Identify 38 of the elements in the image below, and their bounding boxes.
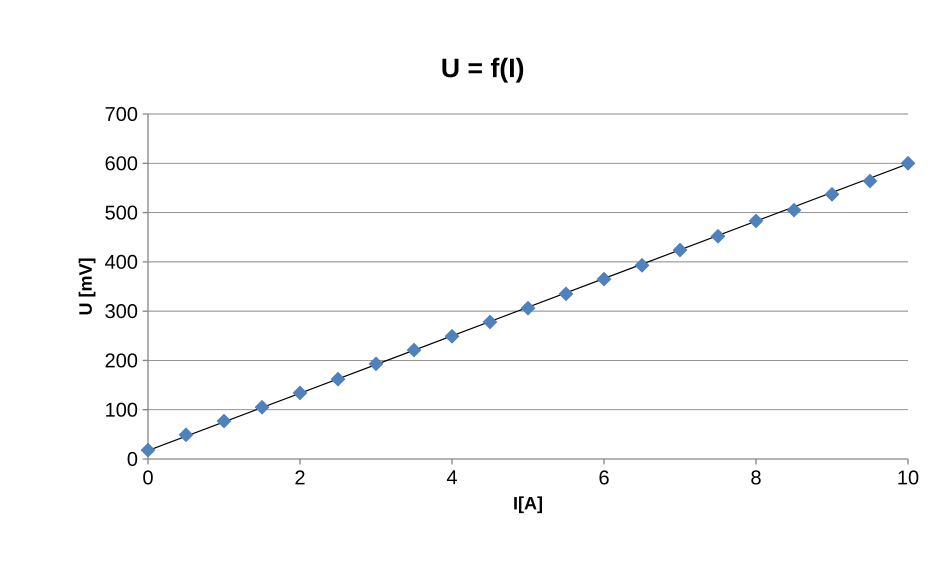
point [520,300,536,316]
y-tick-label: 100 [106,402,138,417]
point [178,427,194,442]
point [444,328,460,344]
point [862,174,878,188]
point [292,386,308,400]
x-tick-label: 10 [898,470,918,485]
y-tick-label: 0 [128,452,138,466]
point [330,372,346,387]
y-tick-label: 300 [105,304,138,318]
point [748,214,764,228]
point [824,186,840,202]
x-tick-label: 6 [599,470,609,485]
y-tick-label: 400 [105,254,138,269]
y-tick-label: 600 [106,156,138,170]
point [216,414,232,428]
point [786,202,802,218]
x-tick-label: 4 [446,470,457,484]
x-tick-label: 8 [751,470,761,485]
point [558,286,574,302]
point [254,400,270,415]
point [672,242,688,258]
point [406,342,422,358]
point [900,156,916,171]
point [596,272,612,286]
chart-title: U = f(I) [442,58,524,83]
point [634,258,650,273]
y-tick-label: 700 [106,106,138,122]
point [368,356,384,372]
x-tick-label: 0 [143,470,153,485]
point [710,228,726,244]
x-tick-label: 2 [295,470,305,484]
y-tick-label: 500 [105,205,138,220]
y-tick-label: 200 [106,353,138,368]
point [482,314,498,330]
point [140,442,156,458]
x-axis-title: I[A] [514,496,542,514]
y-axis-title: U [mV] [78,258,96,314]
